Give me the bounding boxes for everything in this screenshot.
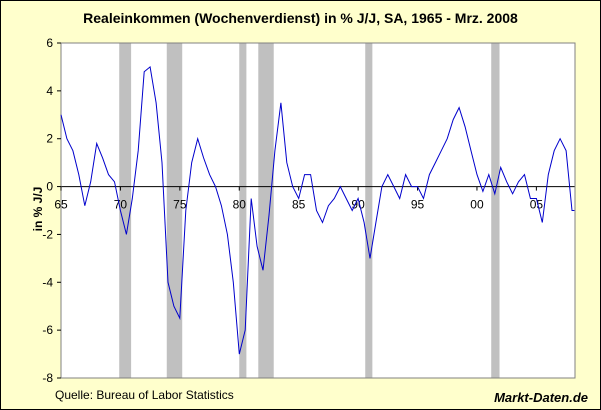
y-tick-label: -8 [42, 371, 53, 385]
x-tick-label: 95 [411, 198, 425, 212]
x-tick-label: 70 [114, 198, 128, 212]
x-tick-label: 85 [292, 198, 306, 212]
series-line [60, 65, 575, 355]
recession-band [365, 43, 373, 378]
x-tick-label: 80 [233, 198, 247, 212]
x-tick-label: 90 [351, 198, 365, 212]
plot-border [60, 42, 576, 379]
y-tick-label: 0 [46, 180, 53, 194]
chart-title: Realeinkommen (Wochenverdienst) in % J/J… [83, 10, 518, 26]
x-tick-label: 75 [173, 198, 187, 212]
brand-label: Markt-Daten.de [494, 390, 588, 405]
recession-band [258, 43, 274, 378]
x-tick-label: 00 [470, 198, 484, 212]
recession-band [491, 43, 500, 378]
y-tick-label: -2 [42, 227, 53, 241]
recession-band [239, 43, 247, 378]
y-tick-label: -4 [42, 275, 53, 289]
source-note: Quelle: Bureau of Labor Statistics [55, 388, 234, 402]
x-tick-label: 05 [530, 198, 544, 212]
y-tick-label: 6 [46, 36, 53, 50]
x-tick-label: 65 [54, 198, 68, 212]
y-tick-label: 2 [46, 132, 53, 146]
plot-area [61, 43, 575, 378]
y-tick-label: 4 [46, 84, 53, 98]
y-tick-label: -6 [42, 323, 53, 337]
recession-band [119, 43, 132, 378]
